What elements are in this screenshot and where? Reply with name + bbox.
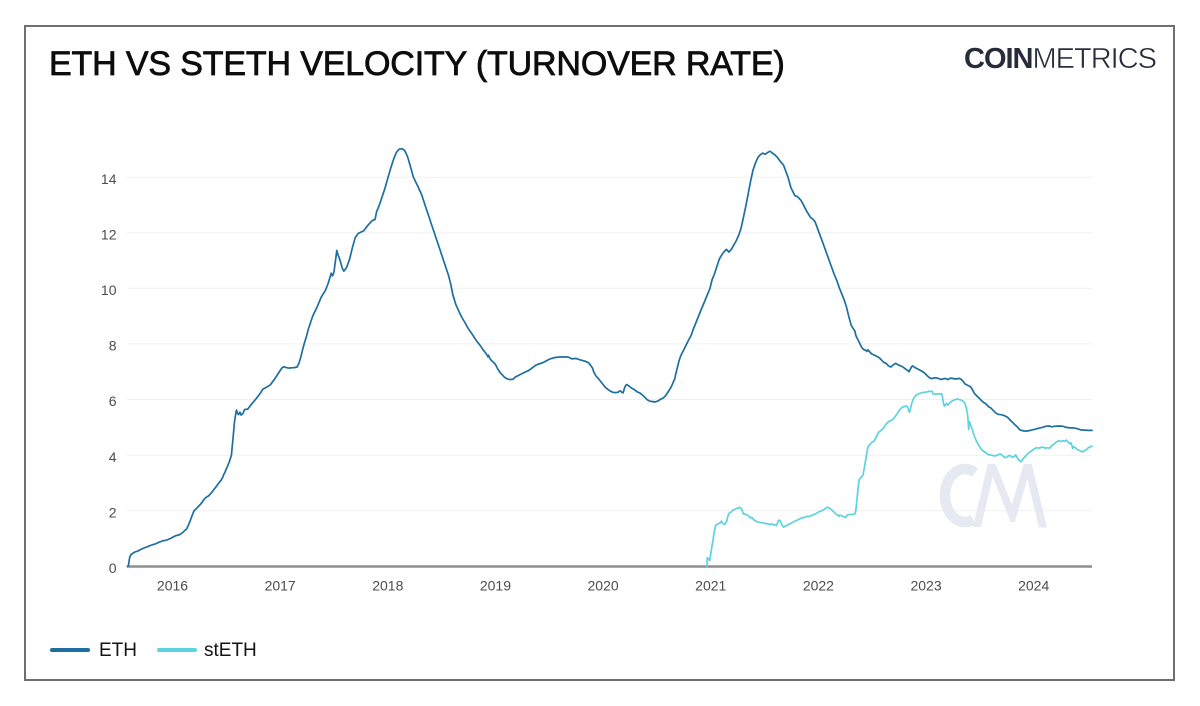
svg-text:2023: 2023 [910, 578, 941, 594]
svg-text:2: 2 [109, 505, 117, 521]
svg-text:12: 12 [101, 226, 117, 242]
svg-text:6: 6 [109, 393, 117, 409]
svg-text:8: 8 [109, 338, 117, 354]
svg-text:4: 4 [109, 449, 117, 465]
svg-text:2018: 2018 [372, 578, 403, 594]
svg-text:2017: 2017 [265, 578, 296, 594]
svg-text:14: 14 [101, 171, 117, 187]
svg-text:2022: 2022 [803, 578, 834, 594]
svg-text:2019: 2019 [480, 578, 511, 594]
svg-text:10: 10 [101, 282, 117, 298]
svg-text:2016: 2016 [157, 578, 188, 594]
svg-text:2021: 2021 [695, 578, 726, 594]
svg-text:2024: 2024 [1018, 578, 1049, 594]
svg-text:0: 0 [109, 560, 117, 576]
svg-text:2020: 2020 [588, 578, 619, 594]
